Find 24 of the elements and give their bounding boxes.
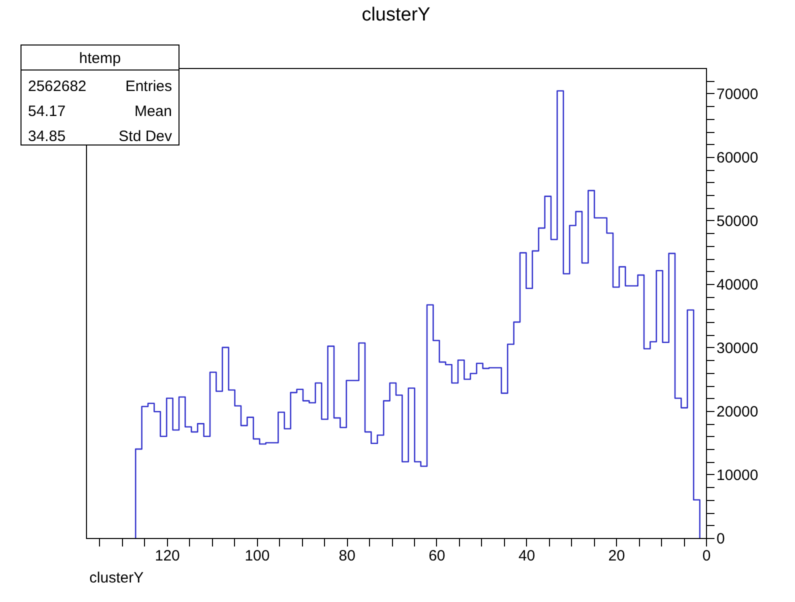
x-tick-label: 20 bbox=[608, 548, 625, 564]
text: 34.85 bbox=[28, 128, 66, 145]
x-axis-title: clusterY bbox=[89, 570, 144, 586]
y-tick-label: 10000 bbox=[716, 466, 758, 484]
x-tick-label: 120 bbox=[154, 548, 180, 564]
x-tick-label: 0 bbox=[702, 548, 711, 564]
chart-title: clusterY bbox=[362, 4, 431, 26]
y-tick-label: 40000 bbox=[716, 276, 758, 294]
y-tick-label: 50000 bbox=[716, 212, 758, 230]
x-tick-label: 40 bbox=[518, 548, 536, 564]
y-tick-label: 20000 bbox=[716, 403, 758, 420]
y-tick-label: 60000 bbox=[716, 149, 758, 166]
annotation: Std Dev bbox=[118, 128, 172, 145]
x-tick-label: 60 bbox=[428, 548, 446, 564]
annotation: Mean bbox=[134, 103, 172, 120]
y-tick-label: 30000 bbox=[716, 340, 758, 357]
text: 2562682 bbox=[28, 78, 86, 95]
x-tick-label: 80 bbox=[338, 548, 356, 564]
y-tick-label: 0 bbox=[716, 530, 725, 548]
annotation: Entries bbox=[125, 78, 172, 95]
text: htemp bbox=[79, 50, 121, 67]
y-tick-label: 70000 bbox=[716, 86, 758, 103]
x-tick-label: 100 bbox=[244, 548, 270, 564]
text: 54.17 bbox=[28, 103, 66, 120]
